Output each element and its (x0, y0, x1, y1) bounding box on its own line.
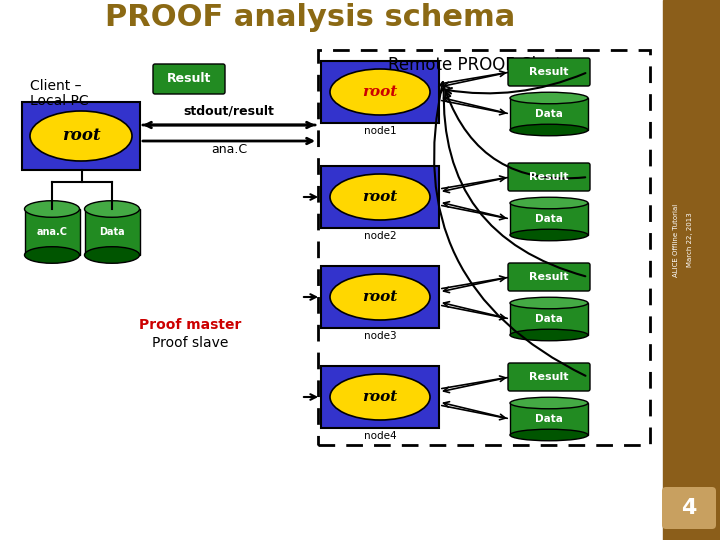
Text: Proof master: Proof master (139, 318, 241, 332)
Ellipse shape (510, 230, 588, 241)
Bar (321, 266, 439, 328)
Text: stdout/result: stdout/result (184, 104, 274, 117)
Text: Result: Result (167, 72, 211, 85)
Text: Data: Data (535, 214, 563, 224)
Ellipse shape (330, 69, 430, 115)
Ellipse shape (510, 329, 588, 341)
Text: Data: Data (535, 414, 563, 424)
Ellipse shape (510, 124, 588, 136)
Text: Result: Result (529, 67, 569, 77)
Text: node3: node3 (364, 331, 396, 341)
Text: node4: node4 (364, 431, 396, 441)
Text: PROOF analysis schema: PROOF analysis schema (105, 3, 515, 32)
Bar (321, 61, 439, 123)
Text: Remote PROOF Cluster: Remote PROOF Cluster (389, 56, 580, 74)
Text: root: root (362, 290, 397, 304)
Ellipse shape (510, 197, 588, 209)
Bar (510, 98, 588, 130)
Text: root: root (362, 85, 397, 99)
Text: Client –: Client – (30, 79, 81, 93)
Ellipse shape (84, 247, 140, 264)
FancyBboxPatch shape (508, 263, 590, 291)
FancyBboxPatch shape (153, 64, 225, 94)
Ellipse shape (30, 111, 132, 161)
Text: Data: Data (535, 314, 563, 324)
Text: ana.C: ana.C (211, 143, 247, 156)
FancyBboxPatch shape (508, 58, 590, 86)
Text: March 22, 2013: March 22, 2013 (687, 213, 693, 267)
Bar (321, 366, 439, 428)
FancyBboxPatch shape (508, 363, 590, 391)
FancyBboxPatch shape (508, 163, 590, 191)
Bar (510, 303, 588, 335)
Text: ana.C: ana.C (37, 227, 68, 237)
Text: node2: node2 (364, 231, 396, 241)
Ellipse shape (510, 397, 588, 409)
Text: 4: 4 (681, 498, 697, 518)
Text: root: root (362, 190, 397, 204)
Bar (22, 102, 140, 170)
Text: node1: node1 (364, 126, 396, 136)
Ellipse shape (84, 201, 140, 217)
Text: Proof slave: Proof slave (152, 336, 228, 350)
Ellipse shape (24, 247, 79, 264)
Bar (510, 203, 588, 235)
Text: Result: Result (529, 372, 569, 382)
Ellipse shape (510, 92, 588, 104)
Text: root: root (362, 390, 397, 404)
Bar (84, 209, 140, 255)
Text: ALICE Offline Tutorial: ALICE Offline Tutorial (673, 204, 679, 276)
Ellipse shape (24, 201, 79, 217)
Ellipse shape (330, 174, 430, 220)
Text: Result: Result (529, 172, 569, 182)
Bar (24, 209, 79, 255)
Text: Local PC: Local PC (30, 94, 89, 108)
Text: Data: Data (535, 109, 563, 119)
Bar (321, 166, 439, 228)
Ellipse shape (510, 297, 588, 309)
Bar (663, 0, 720, 540)
Text: Result: Result (529, 272, 569, 282)
Text: root: root (62, 127, 100, 145)
Ellipse shape (330, 274, 430, 320)
Bar (318, 50, 650, 445)
Bar (510, 403, 588, 435)
Text: Data: Data (99, 227, 125, 237)
Ellipse shape (510, 429, 588, 441)
FancyBboxPatch shape (662, 487, 716, 529)
Ellipse shape (330, 374, 430, 420)
